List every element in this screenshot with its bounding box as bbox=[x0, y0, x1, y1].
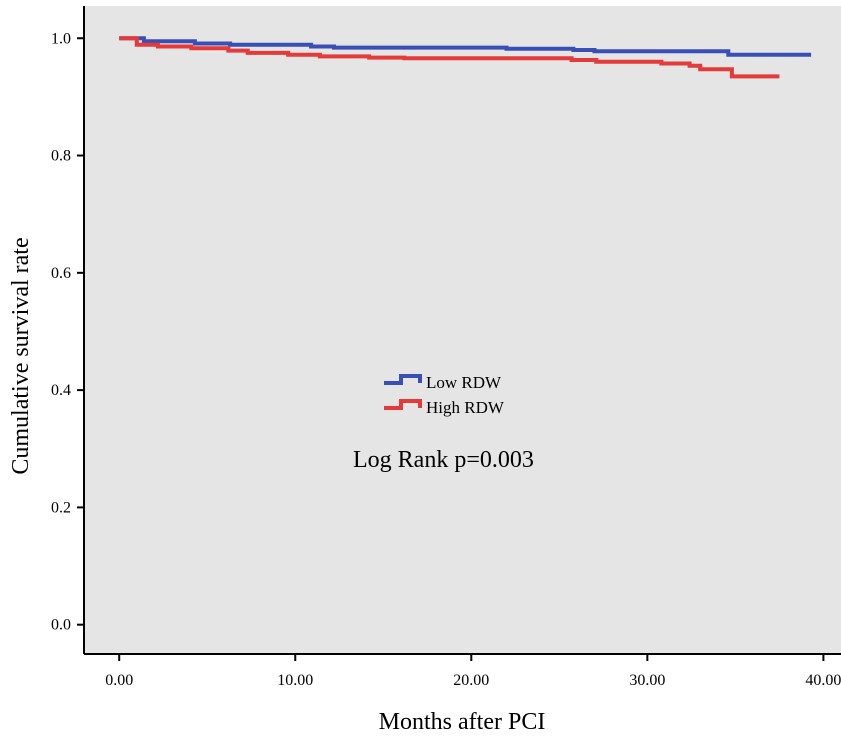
y-axis-label: Cumulative survival rate bbox=[8, 237, 34, 474]
log-rank-annotation: Log Rank p=0.003 bbox=[353, 447, 534, 473]
x-tick-label: 10.00 bbox=[277, 672, 313, 689]
legend-label: High RDW bbox=[426, 398, 505, 417]
y-tick-label: 0.2 bbox=[51, 499, 71, 516]
legend-item: Low RDW bbox=[384, 373, 502, 392]
legend-item: High RDW bbox=[384, 398, 505, 417]
x-tick-label: 30.00 bbox=[629, 672, 665, 689]
y-tick-label: 0.0 bbox=[51, 617, 71, 634]
x-tick-label: 0.00 bbox=[105, 672, 133, 689]
y-tick-label: 0.6 bbox=[51, 265, 71, 282]
legend-label: Low RDW bbox=[426, 373, 502, 392]
x-axis-label: Months after PCI bbox=[379, 709, 546, 735]
legend-swatch bbox=[384, 374, 422, 385]
plot-background bbox=[84, 6, 841, 654]
legend-swatch bbox=[384, 399, 422, 410]
axes-layer: 0.0 0.2 0.4 0.6 0.8 1.0 0.00 10.00 20.00 30.00 40.… bbox=[51, 6, 841, 689]
x-tick-label: 40.00 bbox=[805, 672, 841, 689]
series-layer bbox=[119, 36, 812, 79]
series-line-high-rdw bbox=[119, 36, 780, 79]
y-tick-label: 0.8 bbox=[51, 148, 71, 165]
x-tick-label: 20.00 bbox=[453, 672, 489, 689]
legend: Low RDW High RDW bbox=[384, 373, 505, 417]
y-tick-label: 1.0 bbox=[51, 30, 71, 47]
y-tick-label: 0.4 bbox=[51, 382, 71, 399]
series-line-low-rdw bbox=[119, 36, 812, 57]
